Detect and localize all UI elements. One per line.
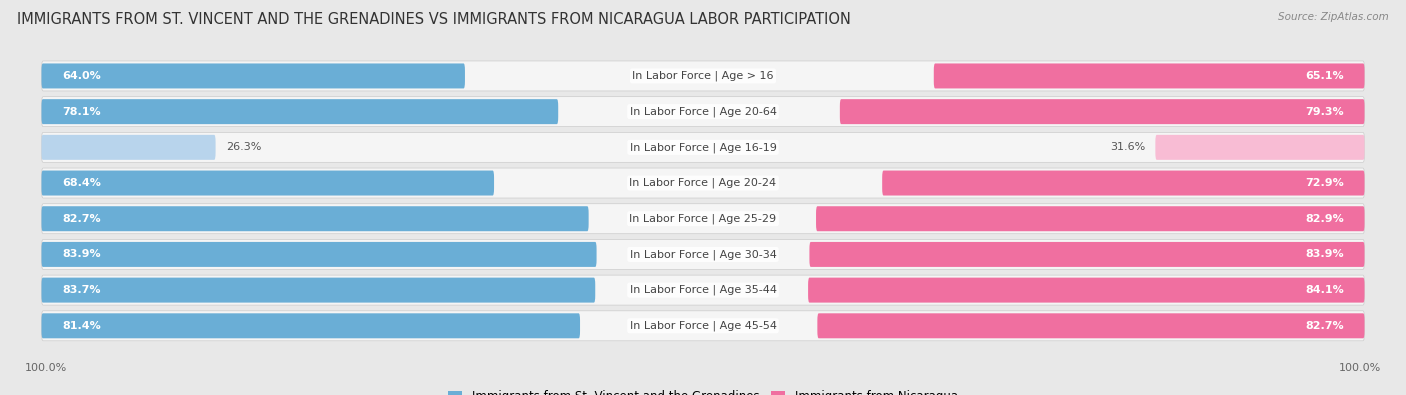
FancyBboxPatch shape xyxy=(42,242,596,267)
Text: Source: ZipAtlas.com: Source: ZipAtlas.com xyxy=(1278,12,1389,22)
FancyBboxPatch shape xyxy=(1156,135,1364,160)
FancyBboxPatch shape xyxy=(815,206,1364,231)
Text: 68.4%: 68.4% xyxy=(62,178,101,188)
FancyBboxPatch shape xyxy=(41,311,1365,341)
Text: 72.9%: 72.9% xyxy=(1305,178,1344,188)
Text: 81.4%: 81.4% xyxy=(62,321,101,331)
FancyBboxPatch shape xyxy=(42,313,581,338)
Text: 26.3%: 26.3% xyxy=(226,142,262,152)
FancyBboxPatch shape xyxy=(42,64,465,88)
FancyBboxPatch shape xyxy=(41,132,1365,162)
FancyBboxPatch shape xyxy=(41,97,1365,127)
FancyBboxPatch shape xyxy=(41,239,1365,269)
Text: 83.9%: 83.9% xyxy=(1305,249,1344,260)
FancyBboxPatch shape xyxy=(839,99,1364,124)
Text: 100.0%: 100.0% xyxy=(1339,363,1381,373)
Text: In Labor Force | Age 35-44: In Labor Force | Age 35-44 xyxy=(630,285,776,295)
Text: In Labor Force | Age 16-19: In Labor Force | Age 16-19 xyxy=(630,142,776,152)
Text: 83.9%: 83.9% xyxy=(62,249,101,260)
FancyBboxPatch shape xyxy=(41,168,1365,198)
Text: 83.7%: 83.7% xyxy=(62,285,100,295)
FancyBboxPatch shape xyxy=(41,61,1365,91)
Legend: Immigrants from St. Vincent and the Grenadines, Immigrants from Nicaragua: Immigrants from St. Vincent and the Gren… xyxy=(449,390,957,395)
Text: 82.9%: 82.9% xyxy=(1305,214,1344,224)
FancyBboxPatch shape xyxy=(934,64,1364,88)
FancyBboxPatch shape xyxy=(808,278,1364,303)
Text: 31.6%: 31.6% xyxy=(1109,142,1146,152)
Text: In Labor Force | Age 20-64: In Labor Force | Age 20-64 xyxy=(630,106,776,117)
Text: In Labor Force | Age > 16: In Labor Force | Age > 16 xyxy=(633,71,773,81)
Text: 65.1%: 65.1% xyxy=(1305,71,1344,81)
Text: 82.7%: 82.7% xyxy=(1305,321,1344,331)
Text: In Labor Force | Age 20-24: In Labor Force | Age 20-24 xyxy=(630,178,776,188)
FancyBboxPatch shape xyxy=(810,242,1364,267)
FancyBboxPatch shape xyxy=(42,278,595,303)
Text: In Labor Force | Age 25-29: In Labor Force | Age 25-29 xyxy=(630,213,776,224)
Text: 64.0%: 64.0% xyxy=(62,71,101,81)
Text: In Labor Force | Age 45-54: In Labor Force | Age 45-54 xyxy=(630,321,776,331)
FancyBboxPatch shape xyxy=(41,275,1365,305)
FancyBboxPatch shape xyxy=(42,99,558,124)
FancyBboxPatch shape xyxy=(42,171,494,196)
Text: 84.1%: 84.1% xyxy=(1305,285,1344,295)
Text: 78.1%: 78.1% xyxy=(62,107,101,117)
FancyBboxPatch shape xyxy=(42,135,215,160)
Text: In Labor Force | Age 30-34: In Labor Force | Age 30-34 xyxy=(630,249,776,260)
Text: IMMIGRANTS FROM ST. VINCENT AND THE GRENADINES VS IMMIGRANTS FROM NICARAGUA LABO: IMMIGRANTS FROM ST. VINCENT AND THE GREN… xyxy=(17,12,851,27)
FancyBboxPatch shape xyxy=(817,313,1364,338)
FancyBboxPatch shape xyxy=(882,171,1364,196)
Text: 79.3%: 79.3% xyxy=(1305,107,1344,117)
FancyBboxPatch shape xyxy=(41,204,1365,234)
FancyBboxPatch shape xyxy=(42,206,589,231)
Text: 100.0%: 100.0% xyxy=(25,363,67,373)
Text: 82.7%: 82.7% xyxy=(62,214,101,224)
